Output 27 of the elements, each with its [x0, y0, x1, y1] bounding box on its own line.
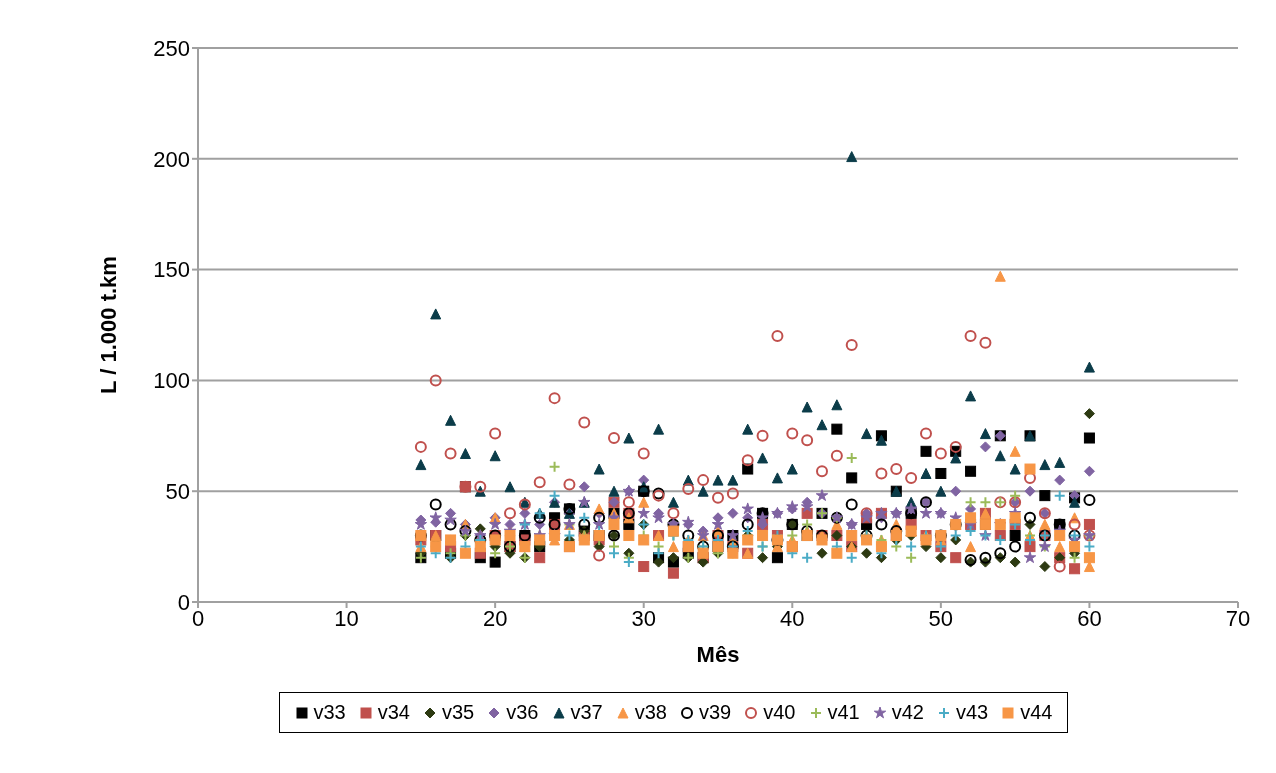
legend-label: v34: [376, 701, 410, 724]
x-tick-label: 20: [482, 605, 508, 631]
legend-label: v43: [955, 701, 989, 724]
y-tick-label: 100: [153, 368, 190, 394]
legend-label: v44: [1019, 701, 1053, 724]
x-tick-label: 50: [928, 605, 954, 631]
y-tick-label: 0: [177, 589, 190, 615]
legend-label: v37: [569, 701, 603, 724]
legend-label: v33: [312, 701, 346, 724]
legend-label: v41: [826, 701, 860, 724]
y-axis-title: L / 1.000 t.km: [95, 256, 121, 394]
x-tick-label: 60: [1077, 605, 1102, 631]
x-axis-title: Mês: [696, 642, 740, 667]
x-tick-label: 70: [1225, 605, 1251, 631]
legend-label: v35: [441, 701, 475, 724]
y-tick-label: 150: [153, 257, 190, 283]
legend-label: v36: [505, 701, 539, 724]
legend-label: v39: [698, 701, 732, 724]
legend-label: v40: [762, 701, 796, 724]
y-tick-label: 250: [153, 35, 190, 61]
legend-label: v38: [633, 701, 667, 724]
x-tick-label: 40: [780, 605, 805, 631]
x-tick-label: 10: [334, 605, 359, 631]
x-tick-label: 30: [631, 605, 656, 631]
y-tick-label: 200: [153, 146, 190, 172]
y-tick-label: 50: [165, 479, 190, 505]
legend-label: v42: [890, 701, 924, 724]
